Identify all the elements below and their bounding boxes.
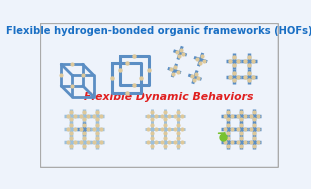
Text: Flexible Dynamic Behaviors: Flexible Dynamic Behaviors (84, 92, 254, 102)
Text: Flexible hydrogen-bonded organic frameworks (HOFs): Flexible hydrogen-bonded organic framewo… (6, 26, 311, 36)
